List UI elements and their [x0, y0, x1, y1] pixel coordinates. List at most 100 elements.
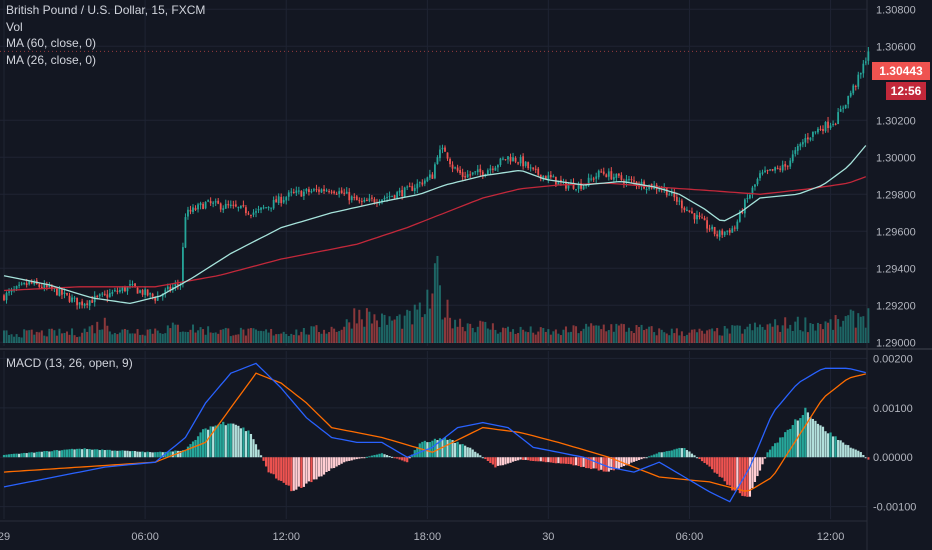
volume-bar [496, 333, 499, 343]
volume-bar [441, 319, 444, 343]
volume-bar [78, 336, 81, 343]
macd-tick-label[interactable]: 0.00200 [873, 353, 913, 365]
macd-histogram-bar [320, 457, 323, 477]
candle-body [320, 189, 323, 193]
volume-bar [118, 332, 121, 343]
price-tick-label[interactable]: 1.30000 [876, 152, 916, 164]
volume-bar [353, 308, 356, 343]
price-tick-label[interactable]: 1.29200 [876, 300, 916, 312]
macd-histogram-bar [378, 453, 381, 458]
time-tick-label[interactable]: 06:00 [131, 531, 159, 543]
volume-bar [297, 335, 300, 343]
volume-bar [829, 319, 832, 343]
candle-body [728, 230, 731, 233]
candle-body [494, 167, 497, 171]
price-tick-label[interactable]: 1.29400 [876, 263, 916, 275]
volume-bar [229, 336, 232, 343]
volume-bar [131, 333, 134, 343]
time-tick-label[interactable]: 18:00 [414, 531, 442, 543]
candle-body [678, 200, 681, 202]
candle-body [371, 197, 373, 199]
macd-histogram-bar [746, 457, 749, 497]
volume-bar [811, 323, 814, 343]
macd-histogram-bar [685, 450, 689, 458]
legend-symbol[interactable]: British Pound / U.S. Dollar, 15, FXCM [6, 3, 206, 17]
candle-body [854, 85, 857, 87]
candlestick-series[interactable] [3, 47, 870, 311]
candle-body [633, 180, 635, 182]
volume-bar [270, 328, 273, 343]
macd-histogram-bar [680, 448, 683, 458]
candle-body [716, 234, 719, 237]
candle-body [764, 170, 766, 173]
volume-bar [474, 332, 477, 343]
time-tick-label[interactable]: 12:00 [817, 531, 845, 543]
candle-body [481, 171, 484, 176]
volume-bar [708, 329, 711, 343]
price-tick-label[interactable]: 1.29600 [876, 226, 916, 238]
volume-bar [559, 335, 562, 343]
macd-histogram-bar [489, 457, 492, 464]
candle-body [658, 189, 661, 191]
volume-bar [383, 314, 386, 343]
volume-bar [255, 329, 257, 343]
volume-bar [600, 329, 603, 343]
volume-bar [123, 328, 126, 343]
time-tick-label[interactable]: 30 [542, 531, 554, 543]
volume-bar [192, 324, 194, 343]
macd-histogram-bar [484, 457, 487, 460]
legend-ma60[interactable]: MA (60, close, 0) [6, 36, 97, 50]
macd-tick-label[interactable]: -0.00100 [873, 502, 916, 514]
macd-histogram-bar [368, 456, 371, 458]
legend-volume[interactable]: Vol [6, 20, 23, 34]
candle-body [592, 178, 595, 180]
volume-bar [179, 331, 182, 343]
time-tick-label[interactable]: 12:00 [272, 531, 300, 543]
macd-histogram-bar [358, 457, 361, 459]
volume-bar [280, 333, 283, 343]
volume-bar [222, 329, 225, 343]
volume-bar [171, 322, 174, 343]
volume-bar [512, 329, 515, 343]
candle-body [590, 178, 593, 180]
price-tick-label[interactable]: 1.29800 [876, 189, 916, 201]
macd-histogram-bar [459, 444, 462, 458]
time-tick-label[interactable]: 06:00 [676, 531, 704, 543]
volume-bar [678, 335, 681, 343]
price-tick-label[interactable]: 1.30600 [876, 41, 916, 53]
legend-macd[interactable]: MACD (13, 26, open, 9) [6, 356, 133, 370]
price-tick-label[interactable]: 1.30800 [876, 4, 916, 16]
macd-tick-label[interactable]: 0.00100 [873, 403, 913, 415]
candle-body [509, 156, 512, 162]
volume-bar [827, 322, 830, 343]
macd-histogram-bar [544, 457, 547, 463]
time-tick-label[interactable]: 29 [0, 531, 10, 543]
price-tick-label[interactable]: 1.29000 [876, 337, 916, 349]
candle-body [436, 157, 439, 165]
legend-ma26[interactable]: MA (26, close, 0) [6, 53, 97, 67]
candle-body [517, 162, 519, 164]
macd-tick-label[interactable]: 0.00000 [873, 452, 913, 464]
macd-histogram-bar [156, 452, 159, 458]
volume-bar [33, 334, 36, 343]
volume-bar [570, 331, 572, 343]
macd-histogram-bar [350, 457, 353, 461]
candle-body [406, 186, 409, 188]
macd-histogram-bar [774, 443, 777, 458]
macd-histogram-bar [854, 449, 857, 458]
macd-histogram-bar [705, 457, 709, 465]
candle-body [257, 209, 260, 211]
volume-bar [370, 323, 373, 343]
candle-body [197, 204, 199, 210]
volume-bar [748, 323, 751, 343]
macd-histogram-bar [282, 457, 285, 483]
price-tick-label[interactable]: 1.30200 [876, 115, 916, 127]
candle-body [345, 191, 348, 194]
candle-body [675, 196, 678, 202]
volume-bar [653, 332, 656, 343]
volume-bar [557, 333, 560, 343]
macd-histogram-bar [650, 455, 653, 458]
macd-histogram-bar [637, 457, 641, 461]
volume-bar [670, 328, 673, 343]
